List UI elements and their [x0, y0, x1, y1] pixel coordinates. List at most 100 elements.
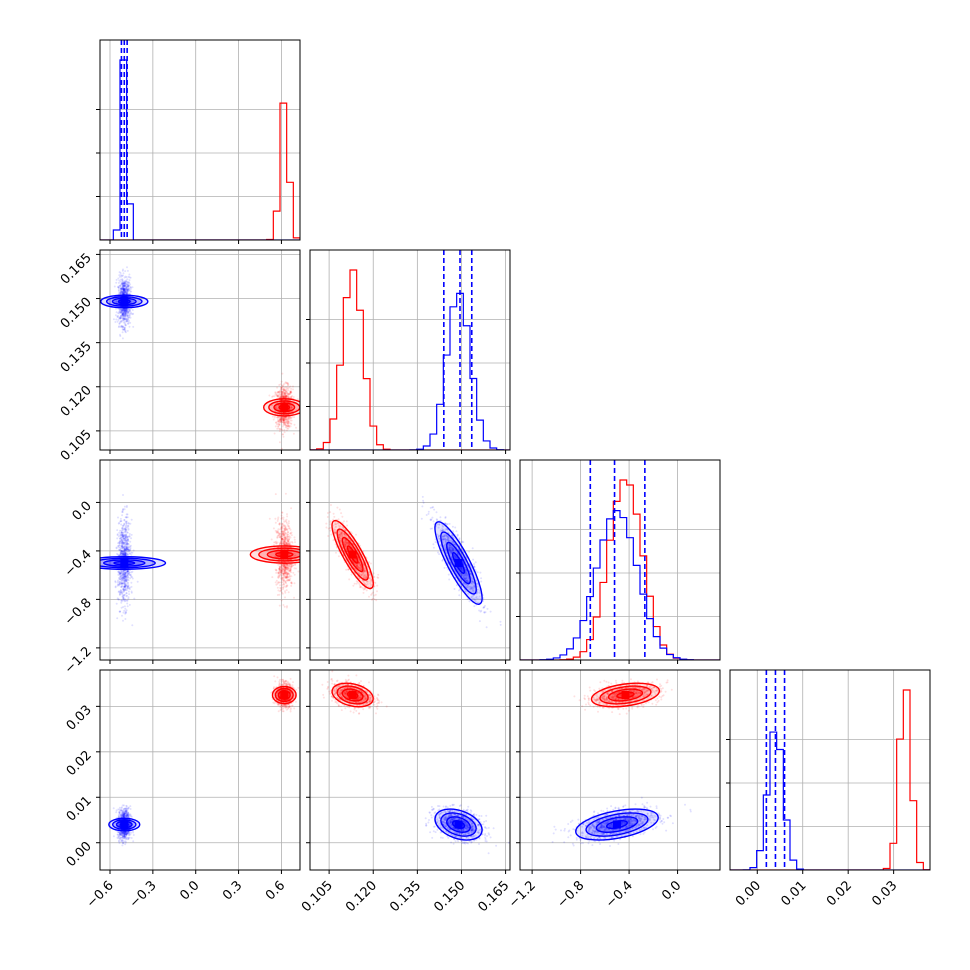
scatter-point — [121, 290, 124, 293]
scatter-point — [290, 563, 293, 566]
scatter-point — [287, 567, 290, 570]
scatter-point — [118, 285, 121, 287]
scatter-point — [283, 423, 286, 426]
scatter-point — [119, 572, 121, 575]
scatter-point — [293, 573, 296, 576]
scatter-point — [340, 512, 343, 515]
scatter-point — [121, 283, 123, 286]
scatter-point — [281, 418, 284, 420]
scatter-point — [284, 576, 287, 579]
scatter-point — [121, 552, 124, 555]
scatter-point — [127, 539, 130, 542]
scatter-point — [125, 287, 128, 289]
scatter-point — [123, 284, 126, 287]
scatter-point — [124, 313, 127, 316]
scatter-point — [119, 578, 122, 580]
scatter-point — [119, 317, 122, 320]
scatter-point — [368, 595, 370, 598]
scatter-point — [345, 539, 348, 542]
scatter-point — [431, 516, 434, 519]
scatter-point — [120, 320, 123, 323]
scatter-point — [122, 581, 125, 584]
scatter-point — [280, 526, 283, 529]
scatter-point — [282, 524, 285, 527]
scatter-point — [283, 563, 286, 566]
scatter-point — [127, 587, 130, 590]
scatter-point — [348, 543, 351, 546]
scatter-point — [122, 317, 125, 320]
scatter-point — [126, 316, 129, 319]
scatter-point — [332, 527, 335, 530]
scatter-point — [281, 538, 284, 541]
scatter-point — [283, 575, 286, 578]
scatter-point — [125, 520, 128, 523]
scatter-point — [123, 505, 126, 508]
scatter-point — [279, 428, 282, 431]
scatter-point — [276, 536, 279, 539]
scatter-point — [287, 389, 290, 392]
scatter-point — [279, 420, 282, 423]
scatter-point — [283, 569, 286, 571]
scatter-point — [121, 325, 124, 328]
scatter-point — [326, 516, 329, 518]
scatter-point — [121, 291, 124, 294]
scatter-point — [124, 575, 127, 578]
scatter-point — [128, 316, 130, 319]
scatter-point — [278, 534, 281, 536]
scatter-point — [279, 571, 282, 574]
scatter-point — [285, 584, 288, 587]
scatter-point — [282, 388, 285, 391]
scatter-point — [123, 310, 126, 313]
scatter-point — [290, 406, 293, 409]
scatter-point — [126, 308, 128, 311]
scatter-point — [442, 525, 445, 528]
scatter-point — [286, 564, 289, 567]
scatter-point — [362, 577, 365, 579]
scatter-point — [123, 552, 126, 555]
scatter-point — [287, 425, 289, 428]
scatter-point — [115, 547, 118, 550]
scatter-point — [121, 282, 124, 285]
scatter-point — [281, 417, 284, 420]
scatter-point — [282, 419, 285, 422]
scatter-point — [128, 308, 131, 311]
scatter-point — [125, 310, 128, 313]
scatter-point — [120, 538, 123, 541]
scatter-point — [285, 564, 288, 567]
scatter-point — [287, 520, 290, 523]
scatter-point — [343, 541, 346, 544]
scatter-point — [277, 531, 280, 534]
scatter-point — [277, 422, 280, 425]
scatter-point — [123, 551, 126, 554]
scatter-point — [123, 546, 126, 549]
scatter-point — [124, 584, 127, 587]
scatter-point — [284, 537, 287, 540]
scatter-point — [283, 527, 286, 530]
scatter-point — [282, 578, 285, 581]
scatter-point — [288, 575, 291, 578]
scatter-point — [348, 578, 351, 581]
scatter-point — [125, 583, 128, 586]
scatter-point — [427, 512, 430, 515]
scatter-point — [123, 548, 126, 551]
scatter-point — [293, 554, 296, 557]
scatter-point — [123, 309, 126, 312]
scatter-point — [122, 553, 125, 555]
scatter-point — [119, 309, 122, 311]
scatter-point — [284, 392, 287, 395]
scatter-point — [347, 568, 350, 571]
scatter-point — [121, 531, 124, 534]
scatter-point — [282, 568, 285, 571]
scatter-point — [126, 543, 129, 546]
scatter-point — [287, 425, 290, 427]
scatter-point — [125, 551, 128, 554]
scatter-point — [288, 537, 291, 540]
scatter-point — [277, 420, 280, 423]
scatter-point — [124, 536, 127, 539]
scatter-point — [126, 314, 129, 317]
scatter-point — [122, 573, 125, 576]
scatter-point — [124, 598, 127, 601]
scatter-point — [129, 574, 132, 576]
scatter-point — [129, 577, 132, 580]
scatter-point — [279, 420, 282, 422]
